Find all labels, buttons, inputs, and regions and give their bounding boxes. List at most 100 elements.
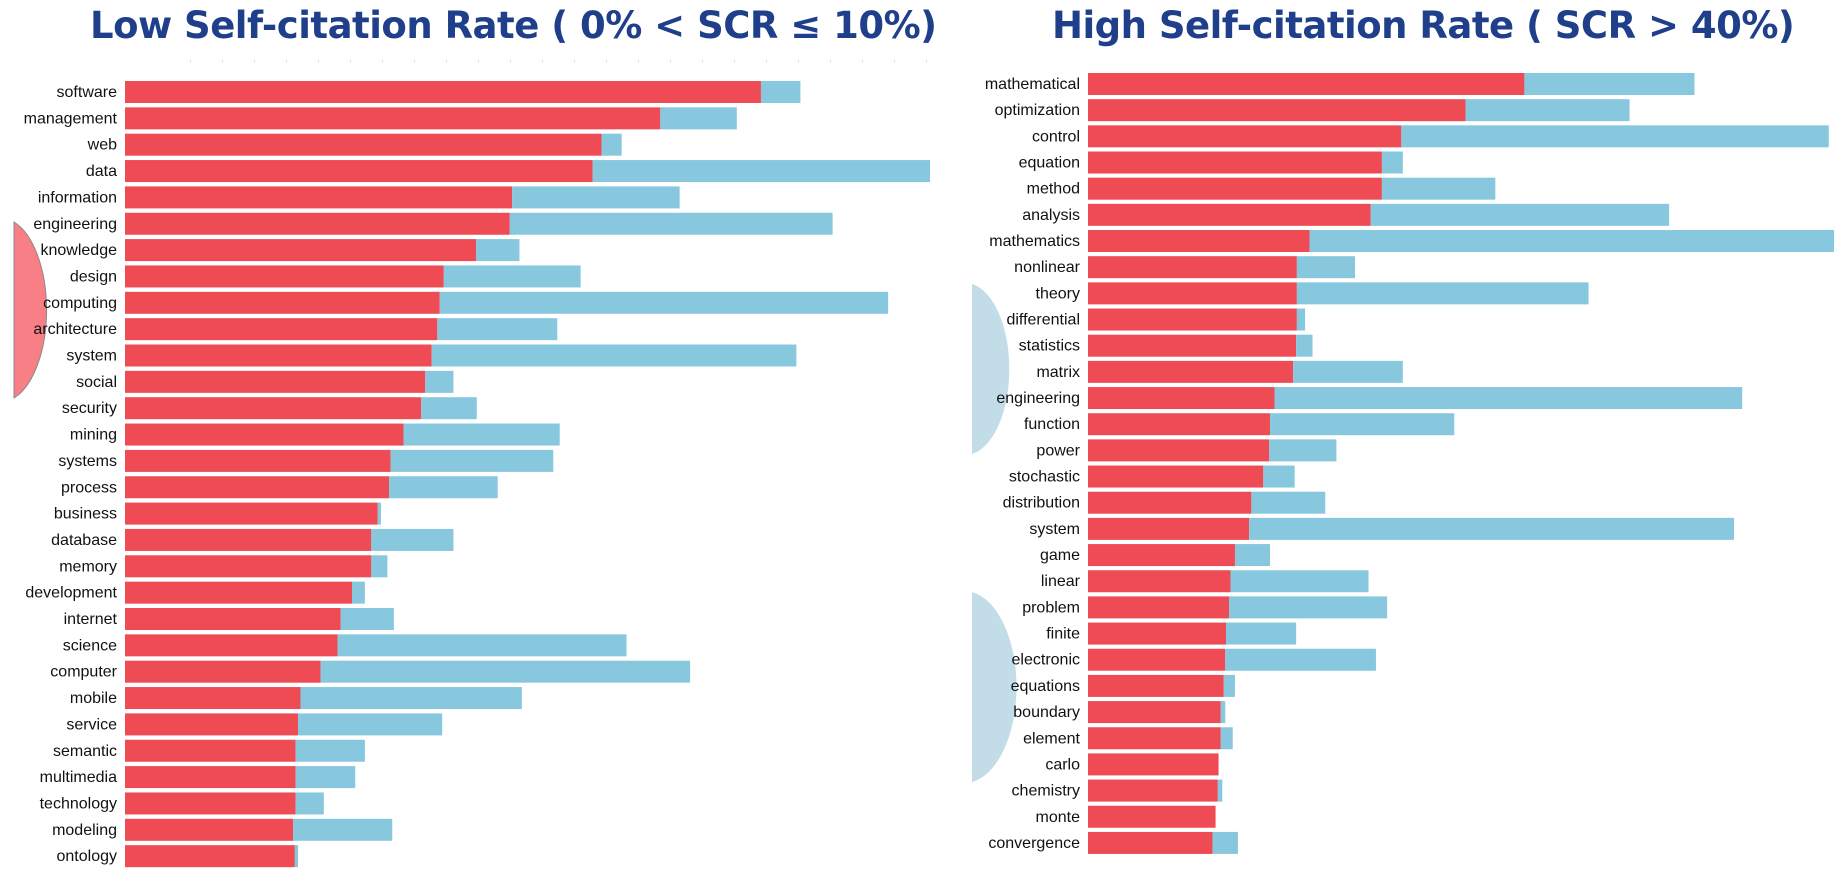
right-category-label: engineering — [996, 390, 1080, 407]
right-bar-other-segment — [1269, 439, 1337, 462]
right-bar-self-citation-segment — [1088, 256, 1297, 279]
right-category-label: mathematics — [989, 233, 1080, 250]
right-category-label: distribution — [1003, 495, 1080, 512]
left-bar-other-segment — [660, 107, 737, 130]
right-bar-self-citation-segment — [1088, 387, 1275, 410]
left-category-label: semantic — [53, 743, 117, 760]
right-bar-self-citation-segment — [1088, 805, 1216, 828]
right-category-label: control — [1032, 128, 1080, 145]
left-bar-other-segment — [300, 687, 522, 710]
left-category-label: computer — [50, 664, 117, 681]
right-bar-other-segment — [1263, 465, 1295, 488]
right-category-label: equations — [1011, 678, 1080, 695]
left-bar-self-citation-segment — [125, 528, 372, 551]
right-bar-other-segment — [1401, 125, 1829, 148]
right-bar-self-citation-segment — [1088, 99, 1466, 122]
left-chart-title: Low Self-citation Rate ( 0% < SCR ≤ 10%) — [90, 4, 937, 47]
left-bar-self-citation-segment — [125, 634, 338, 657]
left-bar-self-citation-segment — [125, 239, 476, 262]
right-bar-self-citation-segment — [1088, 282, 1297, 305]
left-bar-other-segment — [390, 449, 554, 472]
left-bar-other-segment — [371, 528, 454, 551]
left-bar-self-citation-segment — [125, 133, 602, 156]
left-category-label: internet — [64, 611, 118, 628]
left-category-label: data — [86, 163, 117, 180]
left-category-label: development — [25, 585, 117, 602]
left-bar-other-segment — [352, 581, 365, 604]
right-category-label: element — [1023, 730, 1080, 747]
right-category-label: statistics — [1019, 338, 1080, 355]
right-bar-other-segment — [1217, 779, 1223, 802]
left-bar-other-segment — [760, 81, 801, 103]
right-bar-self-citation-segment — [1088, 360, 1294, 383]
left-bar-other-segment — [298, 713, 443, 736]
right-bar-other-segment — [1212, 831, 1238, 854]
right-bar-self-citation-segment — [1088, 544, 1235, 567]
right-bar-other-segment — [1274, 387, 1743, 410]
right-bar-self-citation-segment — [1088, 779, 1218, 802]
right-category-label: method — [1027, 181, 1080, 198]
left-category-label: engineering — [33, 216, 117, 233]
left-bar-self-citation-segment — [125, 397, 422, 420]
left-bar-other-segment — [295, 792, 324, 815]
left-bar-self-citation-segment — [125, 344, 432, 367]
left-category-label: service — [66, 716, 117, 733]
left-bar-self-citation-segment — [125, 212, 510, 235]
right-bar-self-citation-segment — [1088, 413, 1271, 436]
right-category-label: analysis — [1022, 207, 1080, 224]
left-bar-self-citation-segment — [125, 81, 761, 103]
left-category-label: modeling — [52, 822, 117, 839]
right-bar-self-citation-segment — [1088, 753, 1219, 776]
right-category-label: game — [1040, 547, 1080, 564]
right-bar-other-segment — [1296, 256, 1356, 279]
left-bar-other-segment — [475, 239, 520, 262]
right-bar-self-citation-segment — [1088, 622, 1227, 645]
right-bar-other-segment — [1225, 648, 1376, 671]
left-bar-self-citation-segment — [125, 318, 438, 341]
left-category-label: mobile — [70, 690, 117, 707]
right-category-label: differential — [1006, 312, 1080, 329]
left-category-label: computing — [43, 295, 117, 312]
left-category-label: multimedia — [40, 769, 117, 786]
left-bar-other-segment — [439, 291, 889, 314]
left-category-label: ontology — [57, 848, 118, 865]
left-bar-other-segment — [293, 818, 393, 841]
right-bar-self-citation-segment — [1088, 203, 1371, 226]
left-bar-other-segment — [421, 397, 477, 420]
right-bar-other-segment — [1230, 570, 1369, 593]
left-bar-chart: software management web data information engi… — [24, 81, 930, 868]
right-bar-chart: mathematical optimization control equation m… — [985, 73, 1834, 854]
left-category-label: business — [54, 506, 117, 523]
right-bar-other-segment — [1381, 177, 1496, 200]
left-category-label: management — [24, 110, 118, 127]
right-category-label: electronic — [1012, 652, 1080, 669]
right-bar-other-segment — [1296, 282, 1589, 305]
left-bar-other-segment — [443, 265, 581, 288]
right-category-label: stochastic — [1009, 469, 1080, 486]
right-marker-half-circle-upper — [972, 284, 1010, 454]
right-bar-other-segment — [1228, 596, 1388, 619]
left-category-label: web — [87, 137, 117, 154]
left-bar-self-citation-segment — [125, 160, 593, 183]
left-category-label: science — [63, 637, 117, 654]
right-bar-self-citation-segment — [1088, 177, 1382, 200]
right-bar-other-segment — [1220, 727, 1233, 750]
right-bar-self-citation-segment — [1088, 491, 1252, 514]
right-category-label: power — [1036, 442, 1080, 459]
left-bar-other-segment — [337, 634, 627, 657]
right-chart-title: High Self-citation Rate ( SCR > 40%) — [1052, 4, 1795, 47]
left-category-label: software — [57, 84, 118, 101]
left-bar-self-citation-segment — [125, 845, 295, 868]
right-bar-other-segment — [1223, 674, 1235, 697]
right-bar-self-citation-segment — [1088, 517, 1250, 540]
left-category-label: security — [62, 400, 117, 417]
left-bar-other-segment — [294, 845, 299, 868]
left-bar-self-citation-segment — [125, 713, 299, 736]
right-category-label: function — [1024, 416, 1080, 433]
decorations — [13, 60, 1017, 782]
right-bar-self-citation-segment — [1088, 73, 1525, 95]
right-bar-other-segment — [1220, 701, 1226, 724]
right-marker-half-circle-lower — [972, 592, 1017, 782]
right-category-label: theory — [1036, 285, 1080, 302]
right-bar-other-segment — [1465, 99, 1630, 122]
